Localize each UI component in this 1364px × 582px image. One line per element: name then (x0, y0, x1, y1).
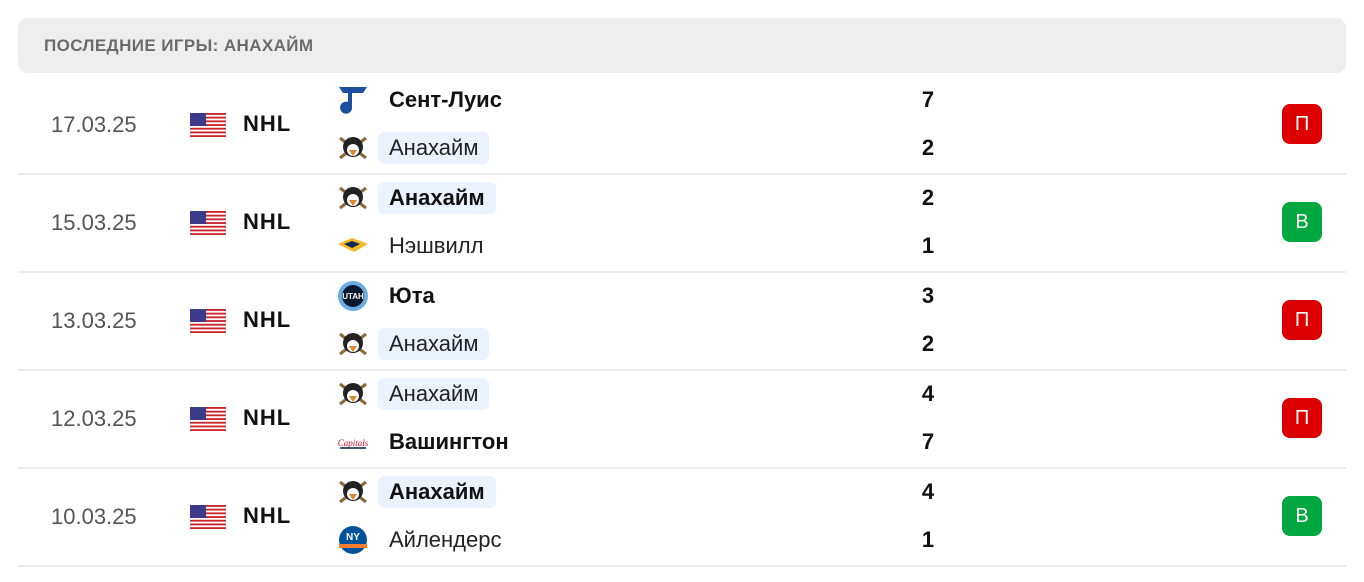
svg-text:NY: NY (346, 532, 360, 543)
predators-logo-icon (336, 230, 370, 262)
ducks-logo-icon (336, 132, 370, 164)
team-score: 7 (921, 87, 935, 112)
svg-text:Capitals: Capitals (338, 438, 369, 448)
usa-flag-icon (190, 505, 226, 530)
team-name: Анахайм (378, 182, 496, 214)
usa-flag-icon (190, 211, 226, 236)
team-name: Айлендерс (389, 527, 502, 552)
team-away: Анахайм 2 (336, 130, 1236, 166)
match-date: 10.03.25 (51, 504, 137, 529)
team-name: Анахайм (378, 328, 490, 360)
team-home: UTAH Юта 3 (336, 278, 1236, 314)
team-score: 3 (921, 283, 935, 308)
usa-flag-icon (190, 407, 226, 432)
ducks-logo-icon (336, 328, 370, 360)
ducks-logo-icon (336, 378, 370, 410)
usa-flag-icon (190, 113, 226, 138)
match-date: 17.03.25 (51, 112, 137, 137)
team-name: Вашингтон (389, 429, 509, 454)
result-badge-win: В (1282, 496, 1322, 536)
section-header: ПОСЛЕДНИЕ ИГРЫ: АНАХАЙМ (18, 18, 1346, 73)
result-badge-loss: П (1282, 104, 1322, 144)
islanders-logo-icon: NY (336, 524, 370, 556)
result-badge-win: В (1282, 202, 1322, 242)
team-home: Сент-Луис 7 (336, 82, 1236, 118)
team-score: 2 (921, 135, 935, 160)
team-away: Анахайм 2 (336, 326, 1236, 362)
team-name: Анахайм (378, 378, 490, 410)
league-name: NHL (243, 307, 292, 332)
team-score: 1 (921, 527, 935, 552)
match-row[interactable]: 15.03.25 NHL Анахайм 2 Нэшвилл 1 В (18, 174, 1346, 273)
team-score: 7 (921, 429, 935, 454)
team-name: Нэшвилл (389, 233, 484, 258)
match-date: 15.03.25 (51, 210, 137, 235)
ducks-logo-icon (336, 182, 370, 214)
team-score: 4 (921, 381, 935, 406)
team-away: NY Айлендерс 1 (336, 522, 1236, 558)
match-date: 12.03.25 (51, 406, 137, 431)
utah-logo-icon: UTAH (336, 280, 370, 312)
league-name: NHL (243, 503, 292, 528)
team-home: Анахайм 2 (336, 180, 1236, 216)
match-row[interactable]: 10.03.25 NHL Анахайм 4 NY Айлендерс 1 В (18, 468, 1346, 567)
ducks-logo-icon (336, 476, 370, 508)
team-score: 1 (921, 233, 935, 258)
blues-logo-icon (336, 84, 370, 116)
team-score: 4 (921, 479, 935, 504)
team-score: 2 (921, 331, 935, 356)
match-row[interactable]: 17.03.25 NHL Сент-Луис 7 Анахайм 2 П (18, 76, 1346, 175)
result-badge-loss: П (1282, 398, 1322, 438)
team-name: Сент-Луис (389, 87, 502, 112)
result-badge-loss: П (1282, 300, 1322, 340)
team-name: Юта (389, 283, 435, 308)
team-score: 2 (921, 185, 935, 210)
match-row[interactable]: 12.03.25 NHL Анахайм 4 Capitals Вашингто… (18, 370, 1346, 469)
league-name: NHL (243, 111, 292, 136)
section-title: ПОСЛЕДНИЕ ИГРЫ: АНАХАЙМ (44, 36, 314, 55)
team-name: Анахайм (378, 132, 490, 164)
team-home: Анахайм 4 (336, 474, 1236, 510)
usa-flag-icon (190, 309, 226, 334)
match-row[interactable]: 13.03.25 NHL UTAH Юта 3 Анахайм 2 П (18, 272, 1346, 371)
team-away: Capitals Вашингтон 7 (336, 424, 1236, 460)
match-date: 13.03.25 (51, 308, 137, 333)
svg-text:UTAH: UTAH (342, 292, 364, 301)
team-home: Анахайм 4 (336, 376, 1236, 412)
team-away: Нэшвилл 1 (336, 228, 1236, 264)
league-name: NHL (243, 209, 292, 234)
league-name: NHL (243, 405, 292, 430)
team-name: Анахайм (378, 476, 496, 508)
capitals-logo-icon: Capitals (336, 426, 370, 458)
